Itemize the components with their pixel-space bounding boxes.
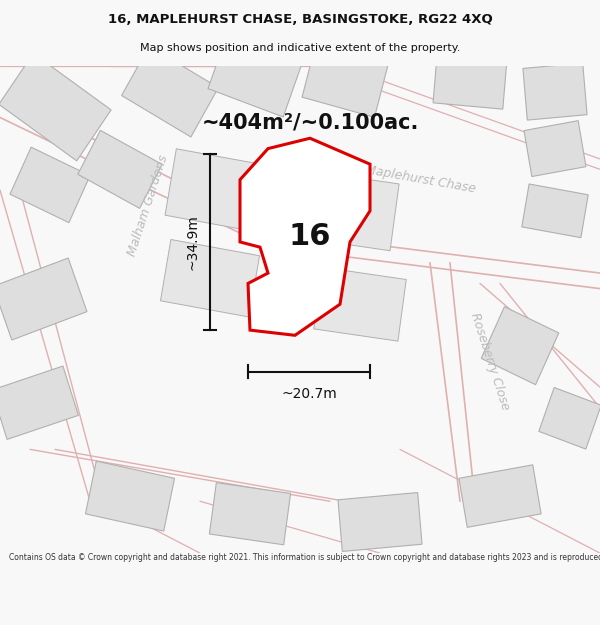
Polygon shape (314, 268, 406, 341)
Polygon shape (523, 63, 587, 120)
Text: ~20.7m: ~20.7m (281, 388, 337, 401)
Text: Maplehurst Chase: Maplehurst Chase (364, 164, 476, 196)
Polygon shape (0, 53, 111, 161)
Text: ~404m²/~0.100ac.: ~404m²/~0.100ac. (202, 112, 419, 132)
Polygon shape (302, 45, 388, 118)
Text: Contains OS data © Crown copyright and database right 2021. This information is : Contains OS data © Crown copyright and d… (9, 553, 600, 562)
Polygon shape (524, 121, 586, 176)
Polygon shape (85, 461, 175, 531)
Polygon shape (122, 46, 218, 137)
Polygon shape (160, 239, 260, 317)
Polygon shape (459, 465, 541, 528)
Polygon shape (539, 388, 600, 449)
Text: Map shows position and indicative extent of the property.: Map shows position and indicative extent… (140, 42, 460, 52)
Polygon shape (0, 366, 79, 439)
Polygon shape (165, 149, 265, 231)
Polygon shape (78, 131, 162, 208)
Text: Roseberry Close: Roseberry Close (468, 311, 512, 412)
Polygon shape (209, 482, 290, 545)
Polygon shape (481, 307, 559, 384)
Text: Malham Gardens: Malham Gardens (125, 153, 170, 258)
Polygon shape (208, 35, 302, 117)
Text: ~34.9m: ~34.9m (185, 214, 199, 270)
Polygon shape (522, 184, 588, 238)
Polygon shape (240, 138, 370, 335)
Polygon shape (301, 171, 399, 251)
Text: 16, MAPLEHURST CHASE, BASINGSTOKE, RG22 4XQ: 16, MAPLEHURST CHASE, BASINGSTOKE, RG22 … (107, 13, 493, 26)
Polygon shape (338, 492, 422, 551)
Polygon shape (10, 147, 90, 222)
Text: 16: 16 (289, 222, 331, 251)
Polygon shape (0, 258, 87, 340)
Polygon shape (433, 53, 507, 109)
